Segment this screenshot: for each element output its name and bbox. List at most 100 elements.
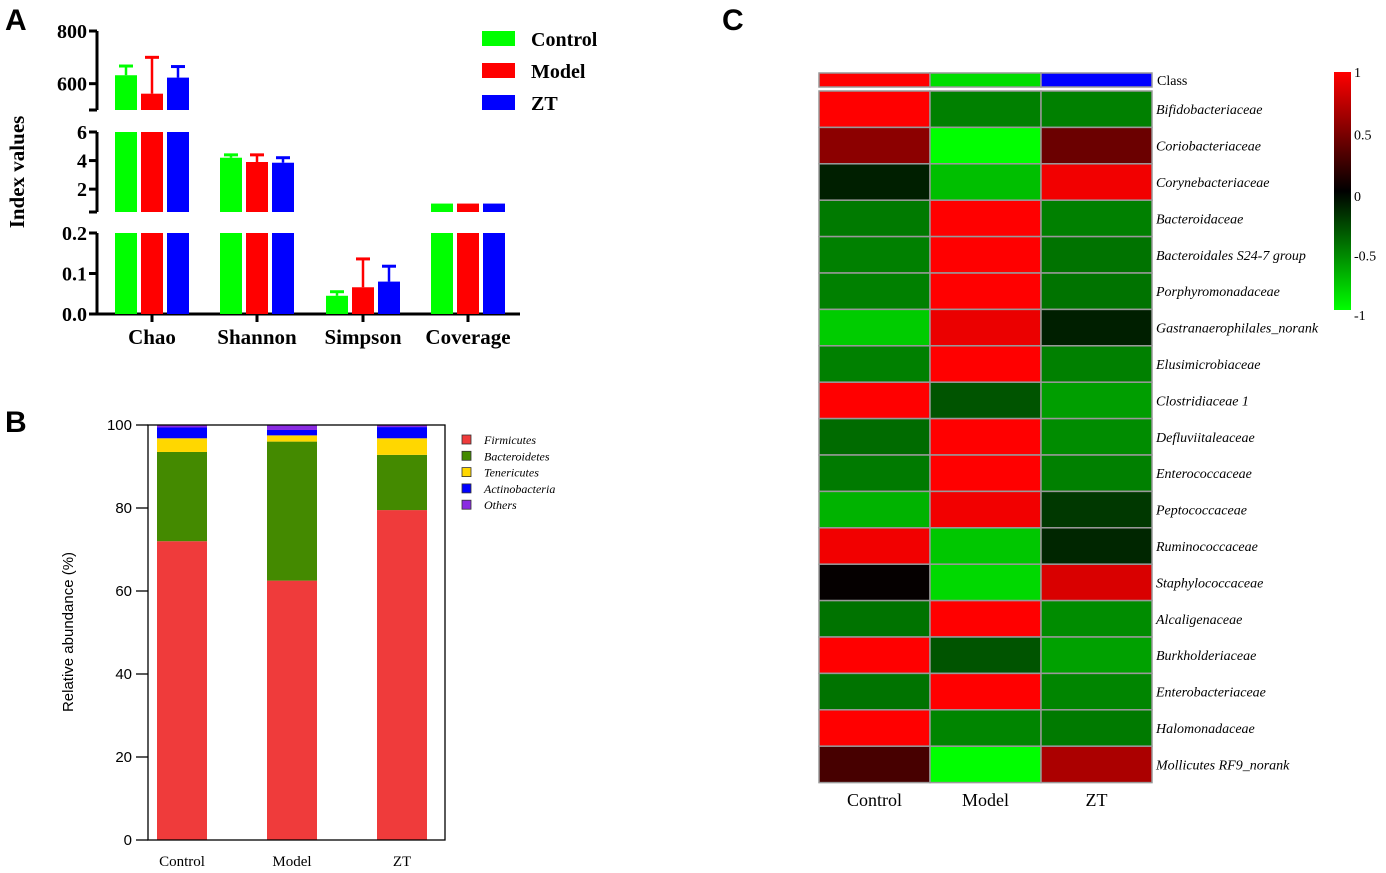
bar-zt (272, 162, 294, 212)
row-label: Bacteroidaceae (1156, 212, 1243, 227)
row-label: Burkholderiaceae (1156, 649, 1256, 664)
heatmap-cell (818, 381, 931, 420)
legend-label: Firmicutes (483, 433, 536, 447)
heatmap-cell (818, 490, 931, 529)
y-tick-label: 0.2 (62, 223, 87, 245)
bar-control (431, 203, 453, 212)
column-label: ZT (1086, 790, 1108, 810)
stacked-bar-others (267, 425, 317, 430)
heatmap-cell (1040, 672, 1153, 711)
row-label: Alcaligenaceae (1155, 613, 1242, 628)
legend-swatch (482, 63, 515, 78)
heatmap-cell (929, 90, 1042, 129)
heatmap-cell (929, 490, 1042, 529)
legend-swatch (482, 95, 515, 110)
legend-label: Bacteroidetes (484, 449, 550, 463)
stacked-bar-firmicutes (377, 510, 427, 840)
x-tick-label: Control (159, 854, 205, 870)
stacked-bar-others (157, 425, 207, 428)
class-row-label: Class (1157, 74, 1187, 89)
legend-label: Tenericutes (484, 466, 539, 480)
bar-zt (483, 203, 505, 212)
heatmap-cell (818, 90, 931, 129)
heatmap-cell (1040, 745, 1153, 784)
legend-label: Control (531, 29, 598, 51)
colorbar-tick-label: -0.5 (1354, 250, 1376, 265)
colorbar (1334, 72, 1351, 310)
bar-model (141, 233, 163, 314)
heatmap-cell (818, 672, 931, 711)
class-cell (1040, 72, 1153, 88)
column-label: Control (847, 790, 902, 810)
bar-model (141, 132, 163, 212)
stacked-bar-tenericutes (377, 438, 427, 455)
bar-zt (167, 233, 189, 314)
bar-zt (167, 77, 189, 110)
bar-zt (272, 233, 294, 314)
legend-swatch (461, 499, 472, 510)
heatmap-cell (1040, 563, 1153, 602)
panel-b-phylum-abundance: Control Model ZT 0 20 40 60 80 100 Relative abund… (60, 417, 555, 870)
x-tick-label: Coverage (425, 325, 510, 349)
heatmap-cell (929, 563, 1042, 602)
row-label: Enterobacteriaceae (1155, 686, 1266, 701)
bar-model (141, 93, 163, 110)
y-tick-label: 2 (77, 179, 87, 201)
y-tick-label: 0.1 (62, 264, 87, 286)
legend-swatch (461, 434, 472, 445)
heatmap-cell (1040, 126, 1153, 165)
x-tick-label: Simpson (324, 325, 401, 349)
stacked-bar-tenericutes (157, 438, 207, 452)
heatmap-cell (929, 454, 1042, 493)
y-tick-label: 4 (77, 151, 87, 173)
heatmap-cell (818, 454, 931, 493)
heatmap-cell (929, 599, 1042, 638)
stacked-bar-tenericutes (267, 435, 317, 442)
heatmap-cell (1040, 235, 1153, 274)
heatmap-cell (929, 345, 1042, 383)
bar-model (246, 233, 268, 314)
heatmap-cell (929, 381, 1042, 420)
heatmap-cell (929, 709, 1042, 747)
heatmap-cell (1040, 417, 1153, 456)
row-label: Bacteroidales S24-7 group (1156, 249, 1306, 264)
row-label: Porphyromonadaceae (1155, 285, 1280, 300)
bar-zt (483, 233, 505, 314)
row-label: Defluviitaleaceae (1155, 431, 1255, 446)
row-label: Staphylococcaceae (1156, 576, 1263, 591)
legend-swatch (461, 450, 472, 461)
heatmap-cell (818, 272, 931, 311)
heatmap-cell (1040, 90, 1153, 129)
heatmap-cell (1040, 490, 1153, 529)
heatmap-cell (929, 308, 1042, 347)
panel-label: C (722, 4, 744, 37)
row-label: Bifidobacteriaceae (1156, 103, 1263, 118)
stacked-bar-actinobacteria (157, 427, 207, 439)
bar-model (457, 203, 479, 212)
heatmap-cell (818, 417, 931, 456)
x-tick-label: ZT (393, 854, 411, 870)
row-label: Gastranaerophilales_norank (1156, 322, 1319, 337)
heatmap-cell (818, 163, 931, 201)
y-tick-label: 80 (115, 500, 132, 517)
stacked-bar-actinobacteria (377, 427, 427, 439)
colorbar-tick-label: 0.5 (1354, 128, 1372, 143)
y-tick-label: 20 (115, 749, 132, 766)
y-tick-label: 40 (115, 666, 132, 683)
bar-model (352, 287, 374, 314)
x-tick-label: Chao (128, 325, 176, 349)
bar-control (115, 233, 137, 314)
y-tick-label: 0 (124, 832, 132, 849)
colorbar-tick-label: 0 (1354, 190, 1361, 205)
heatmap-cell (818, 308, 931, 347)
heatmap-cell (1040, 381, 1153, 420)
bar-model (246, 162, 268, 212)
heatmap-cell (818, 126, 931, 165)
heatmap-cell (818, 599, 931, 638)
legend-label: Others (484, 498, 517, 512)
y-tick-label: 60 (115, 583, 132, 600)
y-tick-label: 600 (57, 74, 87, 96)
bar-zt (378, 281, 400, 314)
bar-control (220, 157, 242, 212)
heatmap-cell (818, 563, 931, 602)
